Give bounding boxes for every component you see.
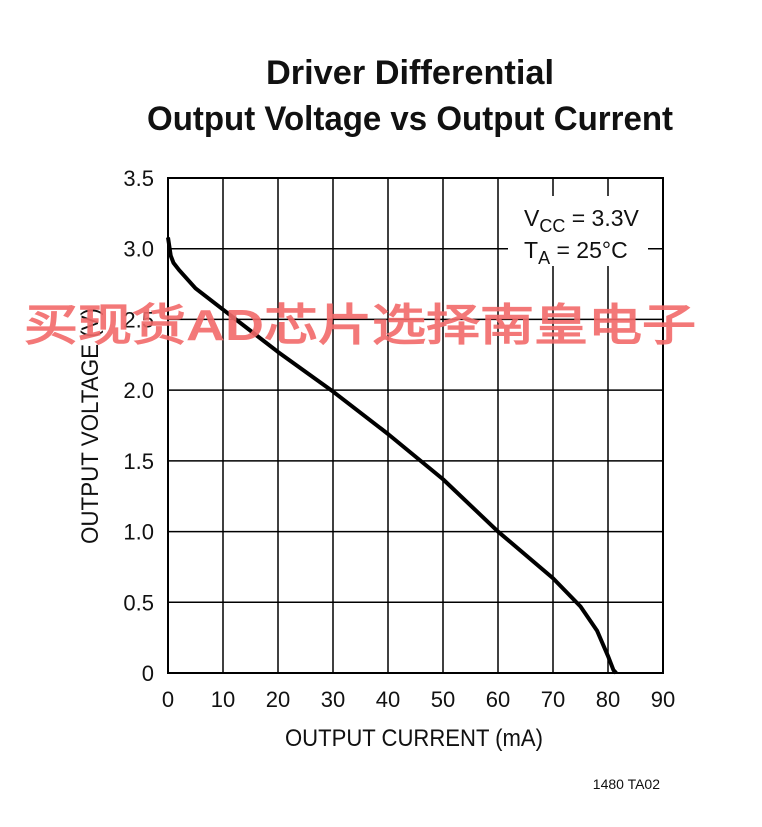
x-tick-label: 0 <box>162 687 174 712</box>
y-tick-label: 0 <box>142 661 154 686</box>
x-axis-label: OUTPUT CURRENT (mA) <box>285 725 543 752</box>
y-tick-label: 3.0 <box>123 237 154 262</box>
annotation: VCC = 3.3V <box>524 205 640 236</box>
figure-code: 1480 TA02 <box>593 776 660 792</box>
y-tick-label: 2.0 <box>123 378 154 403</box>
annotation-main: T <box>524 237 538 263</box>
data-line <box>166 237 618 675</box>
x-tick-label: 70 <box>541 687 565 712</box>
x-tick-label: 60 <box>486 687 510 712</box>
annotation-sub: CC <box>539 216 565 236</box>
annotation-rest: = 25°C <box>550 237 628 263</box>
plot-frame <box>167 177 664 674</box>
y-tick-label: 2.5 <box>123 307 154 332</box>
x-tick-label: 80 <box>596 687 620 712</box>
y-tick-label: 1.0 <box>123 520 154 545</box>
x-tick-label: 50 <box>431 687 455 712</box>
chart-title: Driver Differential <box>266 54 554 92</box>
y-tick-label: 3.5 <box>123 166 154 191</box>
x-tick-label: 90 <box>651 687 675 712</box>
annotation: TA = 25°C <box>524 237 628 268</box>
x-tick-label: 30 <box>321 687 345 712</box>
annotation-rest: = 3.3V <box>565 205 639 231</box>
y-tick-label: 0.5 <box>123 590 154 615</box>
y-axis-label: OUTPUT VOLTAGE (V) <box>77 308 104 544</box>
chart-title: Output Voltage vs Output Current <box>147 100 673 138</box>
y-tick-label: 1.5 <box>123 449 154 474</box>
annotation-main: V <box>524 205 540 231</box>
watermark: 买现货AD芯片选择南皇电子 <box>24 301 696 350</box>
annotation-sub: A <box>538 248 550 268</box>
annotation-background <box>508 196 648 266</box>
x-tick-label: 20 <box>266 687 290 712</box>
x-tick-label: 10 <box>211 687 235 712</box>
x-tick-label: 40 <box>376 687 400 712</box>
